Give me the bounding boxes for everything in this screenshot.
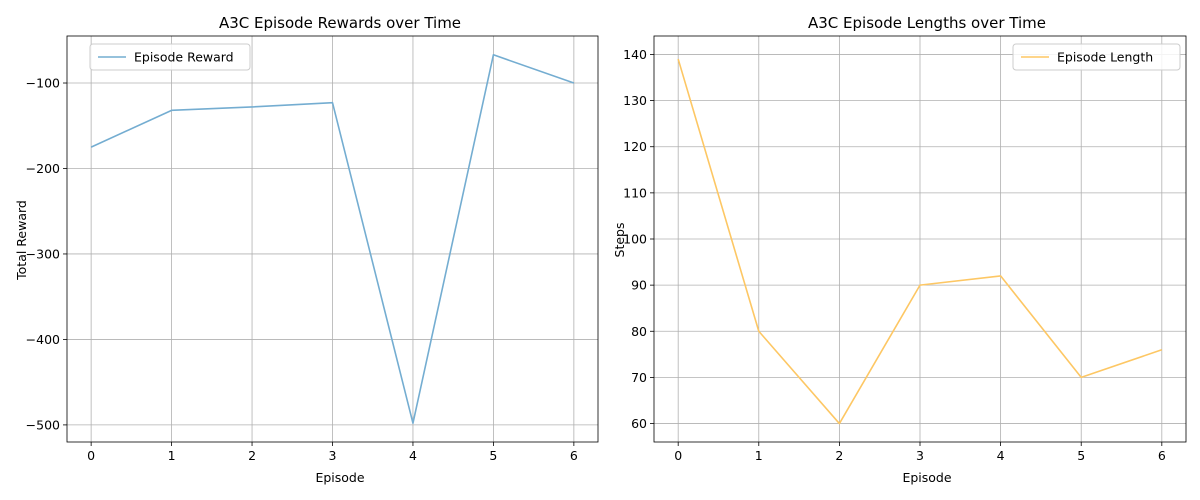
rewards-x-tick-label: 6 xyxy=(570,448,578,463)
lengths-x-axis-label: Episode xyxy=(902,470,951,485)
lengths-y-tick-label: 110 xyxy=(623,185,647,200)
lengths-chart-title: A3C Episode Lengths over Time xyxy=(808,14,1046,32)
lengths-legend-box xyxy=(1012,43,1181,71)
rewards-series-line xyxy=(90,53,575,425)
lengths-y-tick-label: 70 xyxy=(631,370,647,385)
rewards-x-tick-label: 5 xyxy=(489,448,497,463)
rewards-x-tick-label: 2 xyxy=(248,448,256,463)
rewards-y-tick-label: −100 xyxy=(26,76,60,91)
lengths-legend: Episode Length xyxy=(1012,43,1181,71)
rewards-legend-label: Episode Reward xyxy=(134,50,234,65)
rewards-x-tick-label: 3 xyxy=(329,448,337,463)
rewards-legend: Episode Reward xyxy=(89,43,251,71)
lengths-y-tick-label: 100 xyxy=(623,232,647,247)
lengths-y-tick-label: 60 xyxy=(631,416,647,431)
lengths-x-tick-label: 4 xyxy=(997,448,1005,463)
rewards-grid xyxy=(67,36,598,442)
lengths-y-axis-label: Steps xyxy=(612,223,627,258)
lengths-y-tick-label: 120 xyxy=(623,139,647,154)
rewards-x-tick-label: 4 xyxy=(409,448,417,463)
rewards-series-layer xyxy=(90,53,575,425)
rewards-legend-box xyxy=(89,43,251,71)
lengths-x-tick-label: 3 xyxy=(916,448,924,463)
lengths-x-tick-label: 6 xyxy=(1158,448,1166,463)
rewards-x-axis-label: Episode xyxy=(315,470,364,485)
lengths-x-tick-label: 2 xyxy=(835,448,843,463)
rewards-y-axis-label: Total Reward xyxy=(14,200,29,281)
rewards-x-tick-label: 0 xyxy=(87,448,95,463)
lengths-x-tick-label: 1 xyxy=(755,448,763,463)
lengths-y-tick-label: 130 xyxy=(623,93,647,108)
lengths-y-tick-label: 90 xyxy=(631,278,647,293)
rewards-chart-title: A3C Episode Rewards over Time xyxy=(219,14,461,32)
lengths-legend-label: Episode Length xyxy=(1057,50,1153,65)
rewards-ticks: 0 1 2 3 4 5 6 −500 −400 −300 −200 −100 xyxy=(26,76,578,463)
lengths-x-tick-label: 5 xyxy=(1077,448,1085,463)
lengths-x-tick-label: 0 xyxy=(674,448,682,463)
lengths-series-line xyxy=(677,58,1163,425)
rewards-chart: A3C Episode Rewards over Time Episode To… xyxy=(14,14,599,485)
rewards-y-tick-label: −400 xyxy=(26,332,60,347)
lengths-chart: A3C Episode Lengths over Time Episode St… xyxy=(612,14,1187,485)
rewards-y-tick-label: −200 xyxy=(26,161,60,176)
lengths-grid xyxy=(654,36,1186,442)
rewards-y-tick-label: −300 xyxy=(26,246,60,261)
lengths-y-tick-label: 140 xyxy=(623,47,647,62)
rewards-y-tick-label: −500 xyxy=(26,417,60,432)
lengths-series-layer xyxy=(677,58,1163,425)
rewards-x-tick-label: 1 xyxy=(168,448,176,463)
lengths-y-tick-label: 80 xyxy=(631,324,647,339)
lengths-ticks: 0 1 2 3 4 5 6 60 70 80 90 100 110 120 130 140 xyxy=(623,47,1166,463)
